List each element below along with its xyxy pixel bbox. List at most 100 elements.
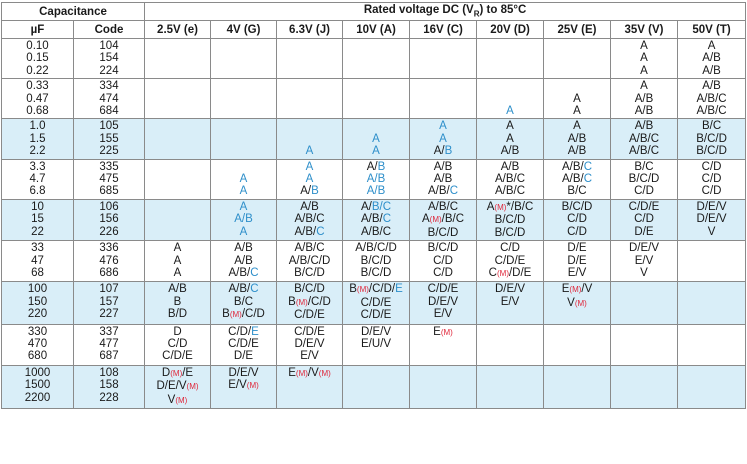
table-row: 10 15 22 106 156 226 A A/B A A/B A/B/C A/B/C A/B/C A… (1, 198, 747, 242)
case-size-line: E(M)/V(M) (277, 367, 342, 380)
molded-marker: (M) (175, 395, 188, 405)
case-size-line: C/D (678, 173, 745, 185)
case-size-line: A (145, 242, 210, 254)
case-size-line: A/B (611, 93, 677, 105)
case-size-line (211, 393, 276, 405)
case-size-code: /D/E (508, 266, 532, 279)
case-size-code: B (377, 160, 386, 173)
case-size-line: A/B (410, 173, 476, 185)
voltage-header: 16V (C) (409, 20, 478, 39)
case-size-line: C/D (544, 213, 610, 225)
rated-voltage-header: Rated voltage DC (VR) to 85°C (144, 2, 747, 21)
capacitance-value: 10 (31, 200, 44, 213)
code-value: 337 (99, 325, 119, 338)
case-size-cell (144, 158, 212, 200)
case-size-line (678, 367, 745, 379)
voltage-header: 20V (D) (476, 20, 545, 39)
case-size-cell (210, 37, 278, 80)
case-size-line (477, 367, 543, 379)
code-value: 334 (99, 80, 119, 93)
case-size-cell: A(M)*/B/C B/C/D B/C/D (476, 198, 545, 242)
case-size-code: B/C/D (294, 266, 325, 279)
case-size-code: B/C (634, 160, 654, 173)
case-size-line: A/B (277, 185, 342, 197)
case-size-line (277, 80, 342, 92)
table-row: 33 47 68 336 476 686 A A A A/B A/B A/B/C A/B/C A/B/C/… (1, 240, 747, 283)
case-size-code: A/B/ (294, 225, 317, 238)
case-size-cell: E(M) (409, 323, 478, 366)
case-size-code: C/D/E (494, 254, 526, 267)
case-size-line: A (211, 201, 276, 213)
case-size-code: B/C/D (696, 145, 727, 158)
rated-voltage-label: Rated voltage DC (V (363, 4, 474, 17)
case-size-code: B/C/D (494, 214, 526, 227)
case-size-line (343, 40, 409, 52)
code-value: 157 (99, 295, 119, 308)
case-size-code: D/E/V (696, 213, 727, 226)
case-size-code: E (395, 283, 403, 296)
code-value: 336 (99, 242, 119, 255)
case-size-line: A/B (211, 242, 276, 254)
capacitance-value: 0.22 (26, 64, 49, 77)
case-size-line: A(M)/B/C (410, 213, 476, 226)
case-size-line: A/B/C (544, 173, 610, 185)
case-size-code: C/D/E (360, 309, 392, 322)
case-size-line: A/B (678, 80, 745, 92)
case-size-code: */B/C (506, 200, 534, 213)
case-size-line: A/B/C (477, 185, 543, 197)
case-size-line: B/C (611, 161, 677, 173)
case-size-line (544, 310, 610, 322)
code-value: 686 (99, 266, 119, 279)
case-size-cell: D/E/V E/U/V (342, 323, 411, 366)
case-size-code: C (583, 160, 593, 173)
case-size-code: B (173, 295, 182, 308)
case-size-code: A (239, 200, 248, 213)
case-size-cell (476, 323, 545, 366)
case-size-cell (476, 364, 545, 409)
case-size-line (477, 80, 543, 92)
case-size-line (277, 393, 342, 405)
capacitance-value: 22 (31, 225, 44, 238)
case-size-code: A/B (567, 132, 587, 145)
case-size-line: C/D (544, 226, 610, 238)
table-row: 3.3 4.7 6.8 335 475 685 A A A A A/B A/B A/B A/B A/B A/… (1, 158, 747, 200)
case-size-line: A/B (678, 65, 745, 77)
case-size-line (410, 367, 476, 379)
capacitance-value: 1.5 (29, 132, 46, 145)
case-size-line: D/E/V (678, 213, 745, 225)
case-size-code: A/B (433, 160, 453, 173)
case-size-line: A (477, 133, 543, 145)
case-size-code: C/D (567, 225, 587, 238)
capacitance-cell: 33 47 68 (1, 240, 74, 283)
case-size-line (410, 379, 476, 391)
case-size-code: /V (307, 366, 319, 379)
molded-marker: (M) (494, 202, 507, 212)
case-size-line: A/B/C (211, 283, 276, 295)
case-size-cell (543, 323, 612, 366)
case-size-line: C/D/E (211, 326, 276, 338)
case-size-line (611, 379, 677, 391)
case-size-code: /C/D (241, 308, 265, 321)
case-size-code: C/D (701, 173, 722, 186)
case-size-line: D/E/V (611, 242, 677, 254)
voltage-header: 10V (A) (342, 20, 411, 39)
case-size-line (343, 379, 409, 391)
case-size-code: A/B/ (561, 173, 584, 186)
rated-voltage-sub: R (473, 9, 480, 19)
case-size-cell: A A/B A/B (543, 118, 612, 160)
case-size-line: A/B (343, 173, 409, 185)
case-size-line: A/B/C/D (277, 255, 342, 267)
rated-voltage-tail: ) to 85°C (479, 4, 527, 17)
case-size-code: B (444, 145, 453, 158)
case-size-line: E/V (477, 296, 543, 308)
case-size-line (678, 350, 745, 362)
case-size-line: C/D (611, 213, 677, 225)
voltage-header: 2.5V (e) (144, 20, 212, 39)
capacitance-value: 0.10 (26, 40, 49, 52)
case-size-cell (276, 37, 344, 80)
case-size-line: A/B/C (544, 161, 610, 173)
case-size-line: D/E (544, 242, 610, 254)
case-size-code: A/B/C (294, 213, 325, 226)
case-size-line: A/B/C (611, 133, 677, 145)
